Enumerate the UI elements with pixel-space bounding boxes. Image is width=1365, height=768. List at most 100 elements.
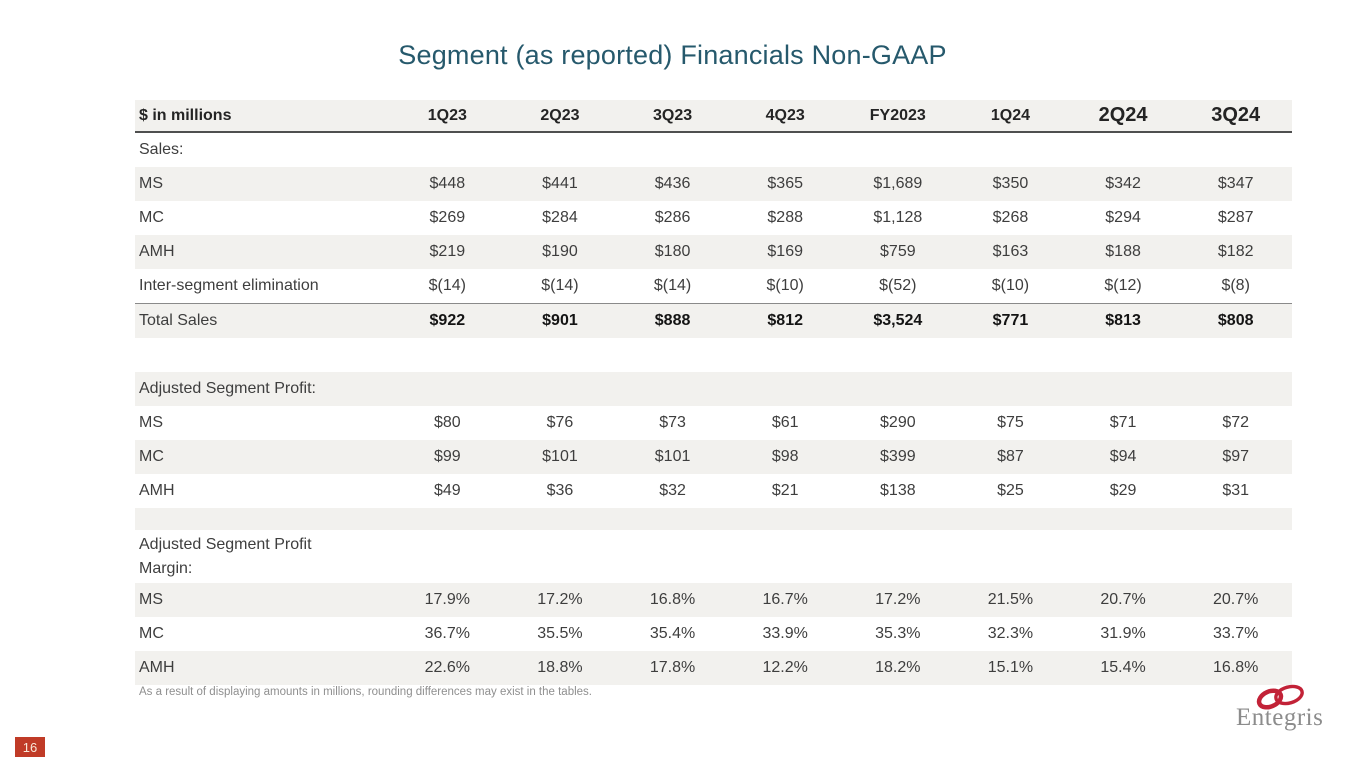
cell-value: $72 bbox=[1222, 414, 1250, 431]
cell-value: $94 bbox=[1109, 448, 1137, 465]
cell-value: 16.7% bbox=[762, 591, 808, 608]
cell-value: $268 bbox=[992, 209, 1029, 226]
cell-value: $288 bbox=[767, 209, 803, 226]
cell-value: 18.2% bbox=[875, 659, 921, 676]
table-row: Adjusted Segment Profit Margin: bbox=[135, 530, 1292, 583]
cell-value: $771 bbox=[992, 312, 1029, 329]
column-header: 3Q24 bbox=[1211, 104, 1261, 126]
cell-value: $347 bbox=[1217, 175, 1254, 192]
cell-value: $290 bbox=[880, 414, 916, 431]
table-row: Inter-segment elimination $(14) $(14) $(14)… bbox=[135, 269, 1292, 303]
cell-value: $75 bbox=[997, 414, 1024, 431]
row-label: Sales: bbox=[139, 141, 184, 158]
cell-value: $901 bbox=[542, 312, 578, 329]
column-header: FY2023 bbox=[869, 106, 926, 124]
financials-table: $ in millions 1Q23 2Q23 3Q23 4Q23 FY2023 1Q24 2… bbox=[135, 100, 1292, 685]
cell-value: $188 bbox=[1105, 243, 1141, 260]
entegris-swirl-icon bbox=[1256, 684, 1304, 710]
cell-value: $448 bbox=[429, 175, 466, 192]
cell-value: $219 bbox=[429, 243, 466, 260]
cell-value: $922 bbox=[429, 312, 466, 329]
table-row: MC $99 $101 $101 $98 $399 $87 $94 $97 bbox=[135, 440, 1292, 474]
cell-value: 35.4% bbox=[649, 625, 696, 642]
table-row: MC $269 $284 $286 $288 $1,128 $268 $294 $287 bbox=[135, 201, 1292, 235]
cell-value: $350 bbox=[992, 175, 1029, 192]
cell-value: 22.6% bbox=[424, 659, 470, 676]
table-row: Sales: bbox=[135, 133, 1292, 167]
cell-value: $286 bbox=[654, 209, 691, 226]
cell-value: 20.7% bbox=[1100, 591, 1146, 608]
table-row: AMH $219 $190 $180 $169 $759 $163 $188 $182 bbox=[135, 235, 1292, 269]
column-header: 2Q23 bbox=[540, 106, 580, 124]
table-row: MS $448 $441 $436 $365 $1,689 $350 $342 $347 bbox=[135, 167, 1292, 201]
cell-value: 21.5% bbox=[987, 591, 1034, 608]
cell-value: $(14) bbox=[541, 277, 579, 294]
cell-value: $169 bbox=[767, 243, 803, 260]
table-row: MS 17.9% 17.2% 16.8% 16.7% 17.2% 21.5% 20.7% 20.… bbox=[135, 583, 1292, 617]
cell-value: $342 bbox=[1105, 175, 1141, 192]
cell-value: 17.8% bbox=[649, 659, 696, 676]
cell-value: $441 bbox=[542, 175, 578, 192]
cell-value: $759 bbox=[880, 243, 916, 260]
cell-value: $(8) bbox=[1221, 277, 1250, 294]
cell-value: 16.8% bbox=[1213, 659, 1259, 676]
table-row: MS $80 $76 $73 $61 $290 $75 $71 $72 bbox=[135, 406, 1292, 440]
cell-value: $182 bbox=[1217, 243, 1254, 260]
column-header: 3Q23 bbox=[652, 106, 693, 124]
cell-value: $(10) bbox=[991, 277, 1030, 294]
cell-value: 35.5% bbox=[537, 625, 583, 642]
cell-value: $1,128 bbox=[873, 209, 923, 226]
cell-value: $190 bbox=[542, 243, 578, 260]
cell-value: $138 bbox=[880, 482, 916, 499]
row-label: Total Sales bbox=[139, 312, 218, 329]
cell-value: $365 bbox=[767, 175, 803, 192]
cell-value: 31.9% bbox=[1100, 625, 1146, 642]
cell-value: $(10) bbox=[766, 277, 804, 294]
cell-value: $101 bbox=[542, 448, 578, 465]
cell-value: $888 bbox=[654, 312, 691, 329]
table-row: AMH $49 $36 $32 $21 $138 $25 $29 $31 bbox=[135, 474, 1292, 508]
row-label: AMH bbox=[139, 243, 175, 260]
entegris-logo: Entegris bbox=[1236, 684, 1326, 732]
cell-value: $294 bbox=[1105, 209, 1141, 226]
cell-value: $287 bbox=[1217, 209, 1254, 226]
cell-value: $98 bbox=[771, 448, 799, 465]
cell-value: 17.2% bbox=[875, 591, 921, 608]
column-header: 1Q24 bbox=[990, 106, 1030, 124]
cell-value: $(52) bbox=[879, 277, 917, 294]
cell-value: $(12) bbox=[1104, 277, 1142, 294]
slide-title: Segment (as reported) Financials Non-GAA… bbox=[398, 40, 947, 70]
cell-value: $36 bbox=[546, 482, 574, 499]
cell-value: $808 bbox=[1217, 312, 1254, 329]
row-label: MC bbox=[139, 625, 164, 642]
row-label: Inter-segment elimination bbox=[139, 277, 319, 294]
cell-value: 17.2% bbox=[537, 591, 583, 608]
cell-value: $1,689 bbox=[873, 175, 923, 192]
cell-value: $32 bbox=[659, 482, 686, 499]
cell-value: 17.9% bbox=[424, 591, 470, 608]
cell-value: $29 bbox=[1109, 482, 1137, 499]
cell-value: $73 bbox=[659, 414, 686, 431]
cell-value: $25 bbox=[997, 482, 1024, 499]
table-header-row: $ in millions 1Q23 2Q23 3Q23 4Q23 FY2023 1Q24 2… bbox=[135, 100, 1292, 133]
cell-value: $269 bbox=[429, 209, 466, 226]
table-row: MC 36.7% 35.5% 35.4% 33.9% 35.3% 32.3% 31.9% 33.… bbox=[135, 617, 1292, 651]
row-label: AMH bbox=[139, 482, 175, 499]
cell-value: 18.8% bbox=[537, 659, 583, 676]
cell-value: $61 bbox=[771, 414, 799, 431]
cell-value: $101 bbox=[654, 448, 691, 465]
cell-value: 12.2% bbox=[762, 659, 808, 676]
table-row: Total Sales $922 $901 $888 $812 $3,524 $771 $81… bbox=[135, 303, 1292, 338]
cell-value: 35.3% bbox=[875, 625, 921, 642]
row-label: Adjusted Segment Profit Margin: bbox=[139, 536, 312, 577]
table-corner-label: $ in millions bbox=[139, 106, 232, 124]
cell-value: $87 bbox=[997, 448, 1024, 465]
cell-value: $(14) bbox=[653, 277, 692, 294]
cell-value: $31 bbox=[1222, 482, 1250, 499]
cell-value: $812 bbox=[767, 312, 803, 329]
logo-wordmark: Entegris bbox=[1236, 704, 1324, 731]
cell-value: $180 bbox=[654, 243, 691, 260]
table-row bbox=[135, 508, 1292, 530]
cell-value: $3,524 bbox=[873, 312, 923, 329]
